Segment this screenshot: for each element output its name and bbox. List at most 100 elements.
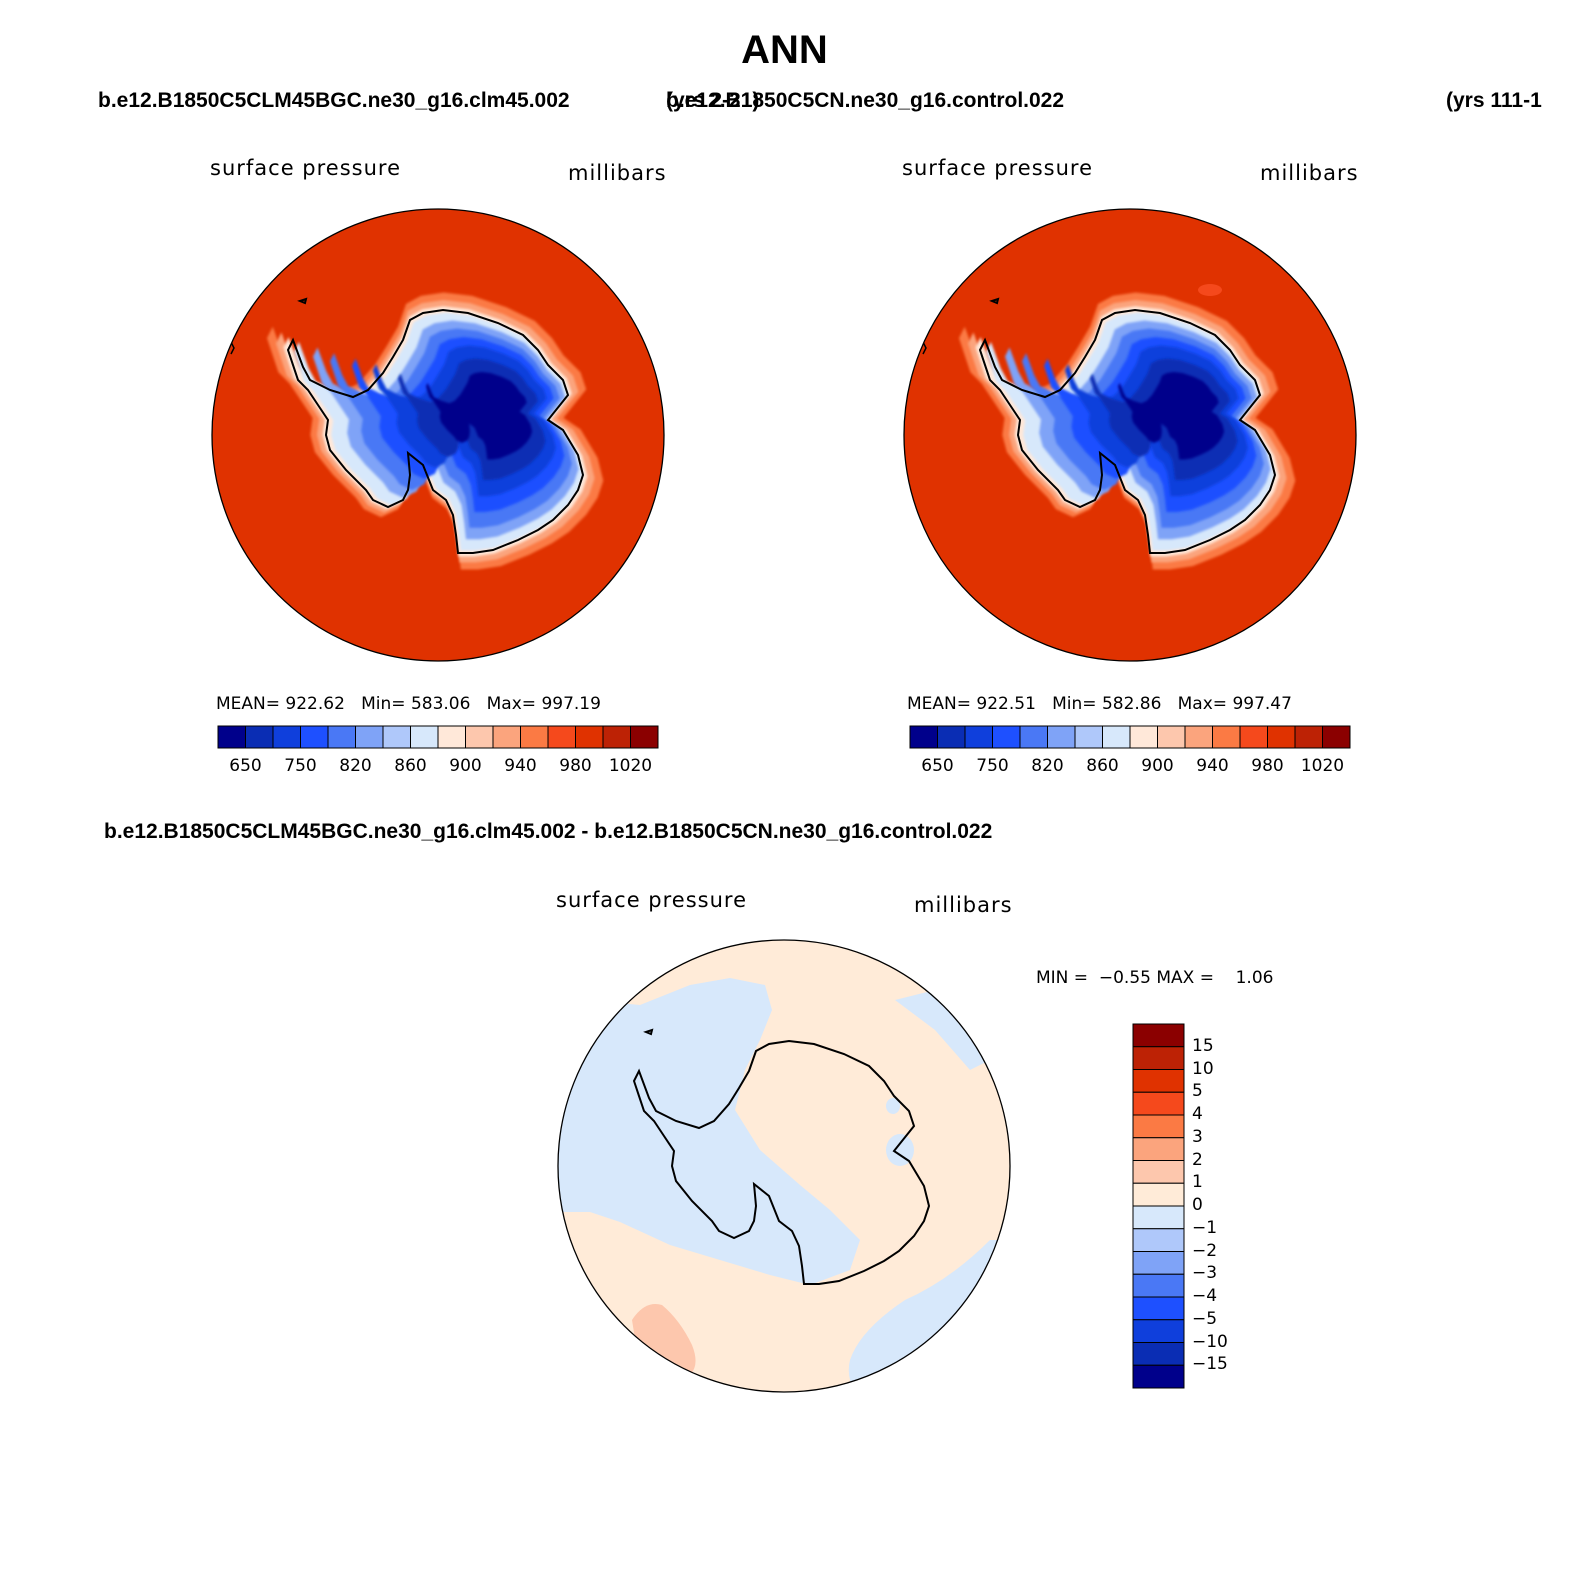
coastline-path [632, 1039, 931, 1285]
island [643, 1028, 654, 1036]
colorbar-cell [992, 725, 1021, 749]
colorbar-tick-label: 980 [1251, 756, 1284, 776]
figure-title: ANN [741, 28, 828, 72]
panel-2-field-label: surface pressure [902, 156, 1093, 180]
negative-region [895, 990, 990, 1070]
colorbar-tick-label: 820 [1031, 756, 1064, 776]
colorbar-cell [327, 725, 356, 749]
colorbar-cell [245, 725, 274, 749]
colorbar-tick-label: 1020 [1300, 756, 1345, 776]
colorbar-tick-label: 1 [1192, 1172, 1203, 1193]
colorbar-cell [217, 725, 246, 749]
colorbar-cell [1132, 1228, 1185, 1252]
panel-1-colorbar [217, 725, 659, 749]
colorbar-cell [1047, 725, 1076, 749]
min-value: −0.55 [1098, 968, 1151, 988]
colorbar-cell [1132, 1364, 1185, 1389]
colorbar-cell [1239, 725, 1268, 749]
colorbar-cell [1132, 1160, 1185, 1184]
colorbar-tick-label: 940 [1196, 756, 1229, 776]
colorbar-cell [1212, 725, 1241, 749]
map-boundary [557, 939, 1011, 1393]
pressure-contours [229, 292, 604, 570]
colorbar-cell [1184, 725, 1213, 749]
map-boundary [903, 208, 1357, 662]
difference-map [557, 939, 1011, 1393]
coastline [632, 1028, 931, 1285]
colorbar-tick-label: 650 [921, 756, 954, 776]
colorbar-tick-label: 900 [449, 756, 482, 776]
panel-2-years: (yrs 111-1 [1446, 89, 1542, 112]
colorbar-cell [1102, 725, 1131, 749]
max-label: Max= [486, 694, 537, 714]
colorbar-tick-label: 4 [1192, 1104, 1203, 1124]
pressure-contours [921, 292, 1296, 570]
coastline [286, 308, 585, 554]
colorbar-cell [520, 725, 549, 749]
colorbar-tick-label: 1020 [608, 756, 653, 776]
colorbar-cell [492, 725, 521, 749]
colorbar-tick-label: 5 [1192, 1081, 1203, 1102]
panel-2-case-name: b.e12.B1850C5CN.ne30_g16.control.022 [666, 89, 1065, 112]
colorbar-tick-label: 940 [504, 756, 537, 776]
difference-units: millibars [914, 893, 1013, 917]
colorbar-cell [1132, 1046, 1185, 1070]
max-value: 997.19 [541, 694, 601, 714]
colorbar-tick-label: 860 [1086, 756, 1119, 776]
max-label: Max= [1177, 694, 1228, 714]
panel-2-units: millibars [1260, 161, 1359, 185]
colorbar-cell [1019, 725, 1048, 749]
colorbar-cell [1294, 725, 1323, 749]
max-label: MAX = [1156, 968, 1214, 988]
colorbar-tick-label: 2 [1192, 1149, 1203, 1170]
panel-1-field-label: surface pressure [210, 156, 401, 180]
colorbar-cell [1132, 1319, 1185, 1343]
colorbar-cell [909, 725, 938, 749]
max-value: 1.06 [1235, 968, 1274, 988]
mean-label: MEAN= [907, 694, 971, 714]
colorbar-cell [1132, 1273, 1185, 1298]
mean-label: MEAN= [216, 694, 280, 714]
colorbar-tick-label: −5 [1192, 1308, 1218, 1329]
colorbar-tick-label: 900 [1141, 756, 1174, 776]
pressure-blob [1198, 284, 1222, 296]
colorbar-cell [1322, 725, 1351, 749]
difference-title: b.e12.B1850C5CLM45BGC.ne30_g16.clm45.002… [104, 820, 993, 843]
colorbar-tick-label: 860 [394, 756, 427, 776]
colorbar-cell [1132, 1342, 1185, 1366]
difference-field-label: surface pressure [556, 888, 747, 912]
colorbar-cell [575, 725, 604, 749]
min-value: 583.06 [410, 694, 471, 714]
mean-value: 922.51 [976, 694, 1036, 714]
difference-stats: MIN = −0.55 MAX = 1.06 [1036, 968, 1273, 988]
colorbar-cell [1157, 725, 1186, 749]
colorbar-cell [1132, 1182, 1185, 1207]
colorbar-cell [1132, 1023, 1185, 1048]
panel-1-stats: MEAN= 922.62 Min= 583.06 Max= 997.19 [216, 694, 601, 714]
colorbar-cell [547, 725, 576, 749]
colorbar-tick-label: −15 [1192, 1354, 1228, 1375]
negative-region [886, 1134, 914, 1166]
colorbar-cell [382, 725, 411, 749]
min-label: Min= [1052, 694, 1097, 714]
colorbar-tick-label: −2 [1192, 1240, 1218, 1261]
min-value: 582.86 [1101, 694, 1162, 714]
panel-1-units: millibars [568, 161, 667, 185]
max-value: 997.47 [1232, 694, 1292, 714]
colorbar-cell [1132, 1296, 1185, 1321]
colorbar-cell [1132, 1205, 1185, 1230]
min-label: Min= [361, 694, 406, 714]
colorbar-tick-label: −4 [1192, 1286, 1218, 1306]
negative-region [558, 978, 860, 1285]
colorbar-tick-label: 10 [1192, 1058, 1214, 1079]
colorbar-cell [1267, 725, 1296, 749]
colorbar-tick-label: 650 [229, 756, 262, 776]
colorbar-cell [1129, 725, 1158, 749]
colorbar-cell [1132, 1091, 1185, 1116]
mean-value: 922.62 [285, 694, 345, 714]
colorbar-cell [1132, 1137, 1185, 1161]
colorbar-cell [937, 725, 966, 749]
contour-band [1118, 372, 1225, 460]
colorbar-cell [964, 725, 993, 749]
